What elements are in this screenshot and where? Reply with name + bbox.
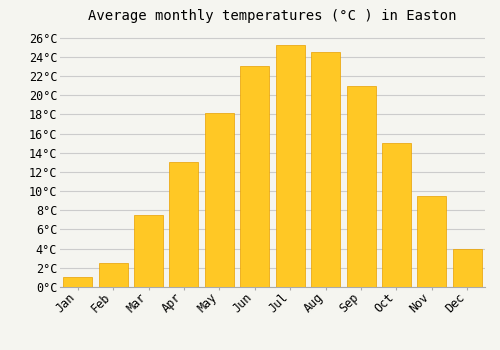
Bar xyxy=(98,263,128,287)
Bar xyxy=(170,162,198,287)
Bar xyxy=(453,248,482,287)
Bar xyxy=(311,52,340,287)
Bar xyxy=(240,66,270,287)
Bar xyxy=(276,45,304,287)
Bar xyxy=(346,85,376,287)
Bar xyxy=(205,113,234,287)
Bar xyxy=(418,196,446,287)
Bar xyxy=(63,278,92,287)
Bar xyxy=(134,215,163,287)
Title: Average monthly temperatures (°C ) in Easton: Average monthly temperatures (°C ) in Ea… xyxy=(88,9,457,23)
Bar xyxy=(382,143,411,287)
